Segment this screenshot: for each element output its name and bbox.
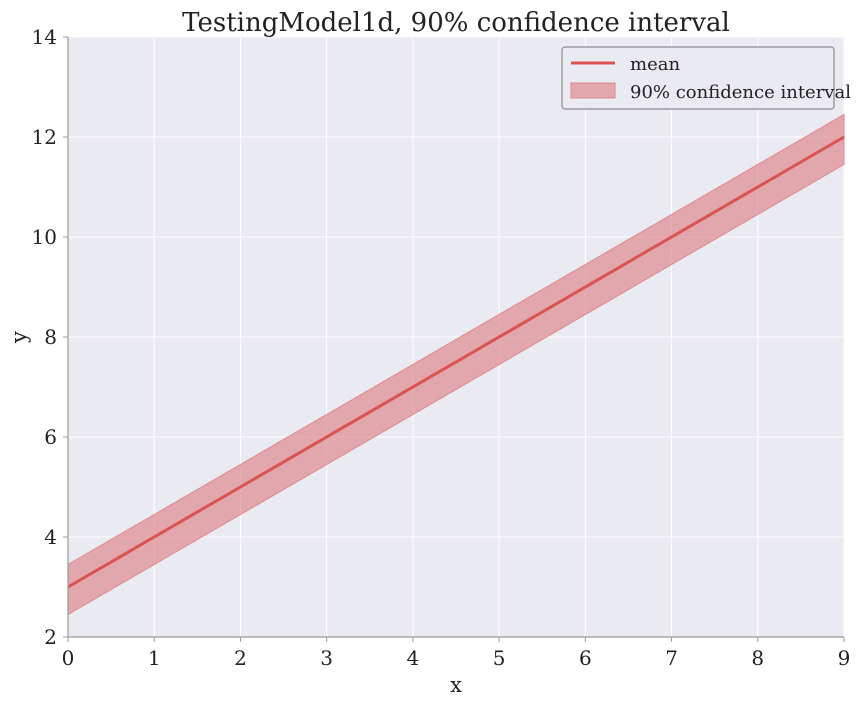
x-tick-label: 7 xyxy=(665,646,678,670)
y-tick-label: 10 xyxy=(32,225,57,249)
legend-frame xyxy=(561,46,835,110)
x-tick-label: 2 xyxy=(234,646,247,670)
x-tick-label: 9 xyxy=(838,646,851,670)
y-tick-label: 2 xyxy=(44,625,57,649)
mean-line xyxy=(67,135,845,589)
y-axis-label: y xyxy=(7,331,31,344)
legend-band-label: 90% confidence interval xyxy=(630,82,851,103)
x-tick-label: 8 xyxy=(751,646,764,670)
legend: mean 90% confidence interval xyxy=(561,46,851,110)
legend-mean-label: mean xyxy=(630,54,680,75)
legend-band-swatch xyxy=(570,82,616,99)
chart-title: TestingModel1d, 90% confidence interval xyxy=(182,8,730,38)
x-tick-label: 3 xyxy=(320,646,333,670)
x-tick-label: 1 xyxy=(148,646,161,670)
y-tick-label: 12 xyxy=(32,125,57,149)
x-tick-label: 4 xyxy=(407,646,420,670)
y-tick-label: 14 xyxy=(32,25,57,49)
y-tick-label: 8 xyxy=(44,325,57,349)
y-tick-label: 6 xyxy=(44,425,57,449)
x-tick-label: 6 xyxy=(579,646,592,670)
y-tick-label: 4 xyxy=(44,525,57,549)
x-tick-label: 5 xyxy=(493,646,506,670)
x-axis-label: x xyxy=(450,673,462,697)
x-tick-label: 0 xyxy=(62,646,75,670)
